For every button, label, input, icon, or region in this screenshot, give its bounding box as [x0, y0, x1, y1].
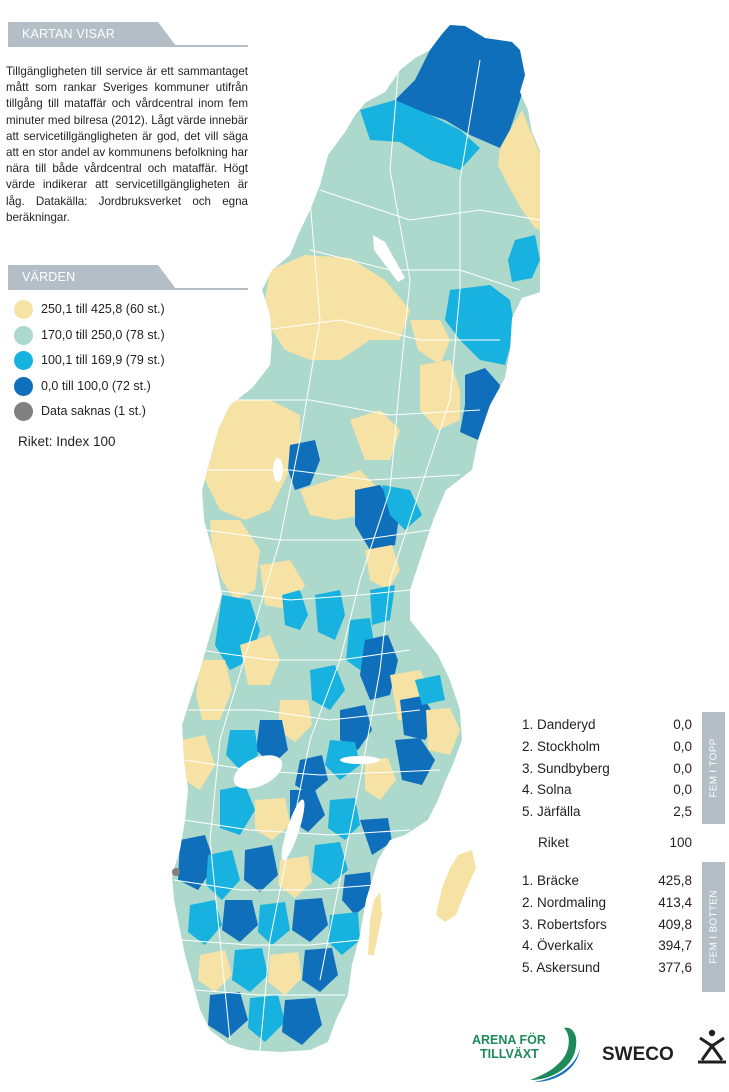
- rank-name: 1. Bräcke: [522, 873, 580, 888]
- table-row: 3. Sundbyberg 0,0: [522, 758, 692, 780]
- rank-name: 2. Stockholm: [522, 738, 601, 754]
- bottom-five-table: 1. Bräcke 425,8 2. Nordmaling 413,4 3. R…: [522, 870, 692, 979]
- arena-logo-line2: TILLVÄXT: [480, 1046, 539, 1061]
- island-oland: [368, 892, 382, 955]
- rank-name: 1. Danderyd: [522, 717, 596, 732]
- rank-value: 394,7: [658, 938, 692, 954]
- rank-name: 5. Askersund: [522, 960, 601, 976]
- table-row: 5. Askersund 377,6: [522, 957, 692, 979]
- legend-swatch-icon: [14, 300, 33, 319]
- rank-value: 413,4: [658, 894, 692, 910]
- legend-item: 0,0 till 100,0 (72 st.): [14, 376, 254, 403]
- arena-for-tillvaxt-logo: ARENA FÖR TILLVÄXT: [472, 1027, 580, 1082]
- legend-swatch-icon: [14, 325, 33, 345]
- rank-name: 2. Nordmaling: [522, 894, 607, 910]
- no-data-region: [172, 868, 180, 876]
- table-row: 2. Nordmaling 413,4: [522, 892, 692, 914]
- table-row: 4. Överkalix 394,7: [522, 935, 692, 957]
- lake-malaren: [340, 756, 380, 764]
- rank-value: 0,0: [673, 738, 692, 754]
- table-row: 4. Solna 0,0: [522, 779, 692, 801]
- rank-value: 0,0: [673, 782, 692, 798]
- legend-label: 250,1 till 425,8 (60 st.): [41, 302, 165, 316]
- legend-swatch-icon: [14, 351, 33, 370]
- table-row: 5. Järfälla 2,5: [522, 801, 692, 823]
- bottom-five-tab-label: FEM I BOTTEN: [708, 890, 719, 964]
- map-legend: 250,1 till 425,8 (60 st.) 170,0 till 250…: [14, 300, 254, 428]
- rank-name: 3. Robertsfors: [522, 916, 607, 932]
- legend-national-note: Riket: Index 100: [18, 434, 116, 449]
- legend-label: Data saknas (1 st.): [41, 404, 146, 418]
- sweco-logo: SWECO: [602, 1029, 726, 1065]
- rank-name: 3. Sundbyberg: [522, 760, 610, 776]
- table-row: 1. Bräcke 425,8: [522, 870, 692, 892]
- rank-value: 2,5: [673, 804, 692, 820]
- legend-label: 0,0 till 100,0 (72 st.): [41, 378, 151, 393]
- sweden-choropleth-map: [172, 25, 540, 1052]
- table-row: 2. Stockholm 0,0: [522, 736, 692, 758]
- rank-value: 409,8: [658, 916, 692, 932]
- rank-name: 4. Överkalix: [522, 938, 594, 954]
- arena-logo-line1: ARENA FÖR: [472, 1032, 546, 1047]
- table-row: 3. Robertsfors 409,8: [522, 914, 692, 936]
- rank-value: 425,8: [658, 873, 692, 888]
- lake-vattern: [281, 799, 305, 861]
- legend-title: VÄRDEN: [8, 265, 176, 289]
- legend-swatch-icon: [14, 376, 33, 396]
- sweco-figure-icon: [698, 1029, 726, 1064]
- legend-item: Data saknas (1 st.): [14, 402, 254, 428]
- legend-item: 250,1 till 425,8 (60 st.): [14, 300, 254, 326]
- lake-north: [373, 235, 405, 282]
- rank-value: 0,0: [673, 717, 692, 732]
- top-five-side-tab: FEM I TOPP: [702, 712, 725, 824]
- sweco-logo-text: SWECO: [602, 1044, 674, 1065]
- legend-item: 100,1 till 169,9 (79 st.): [14, 351, 254, 377]
- rank-value: 0,0: [673, 760, 692, 776]
- map-info-title: KARTAN VISAR: [8, 22, 176, 46]
- legend-swatch-icon: [14, 402, 33, 421]
- legend-label: 170,0 till 250,0 (78 st.): [41, 327, 165, 342]
- top-five-tab-label: FEM I TOPP: [708, 738, 719, 798]
- map-info-header: KARTAN VISAR: [8, 22, 248, 47]
- lake-vanern: [233, 755, 283, 789]
- legend-label: 100,1 till 169,9 (79 st.): [41, 353, 165, 367]
- lake-storsjon: [273, 458, 283, 482]
- legend-header: VÄRDEN: [8, 265, 248, 290]
- rank-value: 377,6: [658, 960, 692, 976]
- top-five-table: 1. Danderyd 0,0 2. Stockholm 0,0 3. Sund…: [522, 714, 692, 823]
- table-row: 1. Danderyd 0,0: [522, 714, 692, 736]
- legend-item: 170,0 till 250,0 (78 st.): [14, 325, 254, 352]
- map-description: Tillgängligheten till service är ett sam…: [6, 65, 248, 224]
- national-label: Riket: [538, 835, 569, 850]
- national-value: 100: [669, 835, 692, 850]
- rank-name: 4. Solna: [522, 782, 572, 798]
- national-row: Riket 100: [522, 832, 692, 854]
- island-gotland: [436, 850, 476, 922]
- rank-name: 5. Järfälla: [522, 804, 581, 820]
- bottom-five-side-tab: FEM I BOTTEN: [702, 862, 725, 992]
